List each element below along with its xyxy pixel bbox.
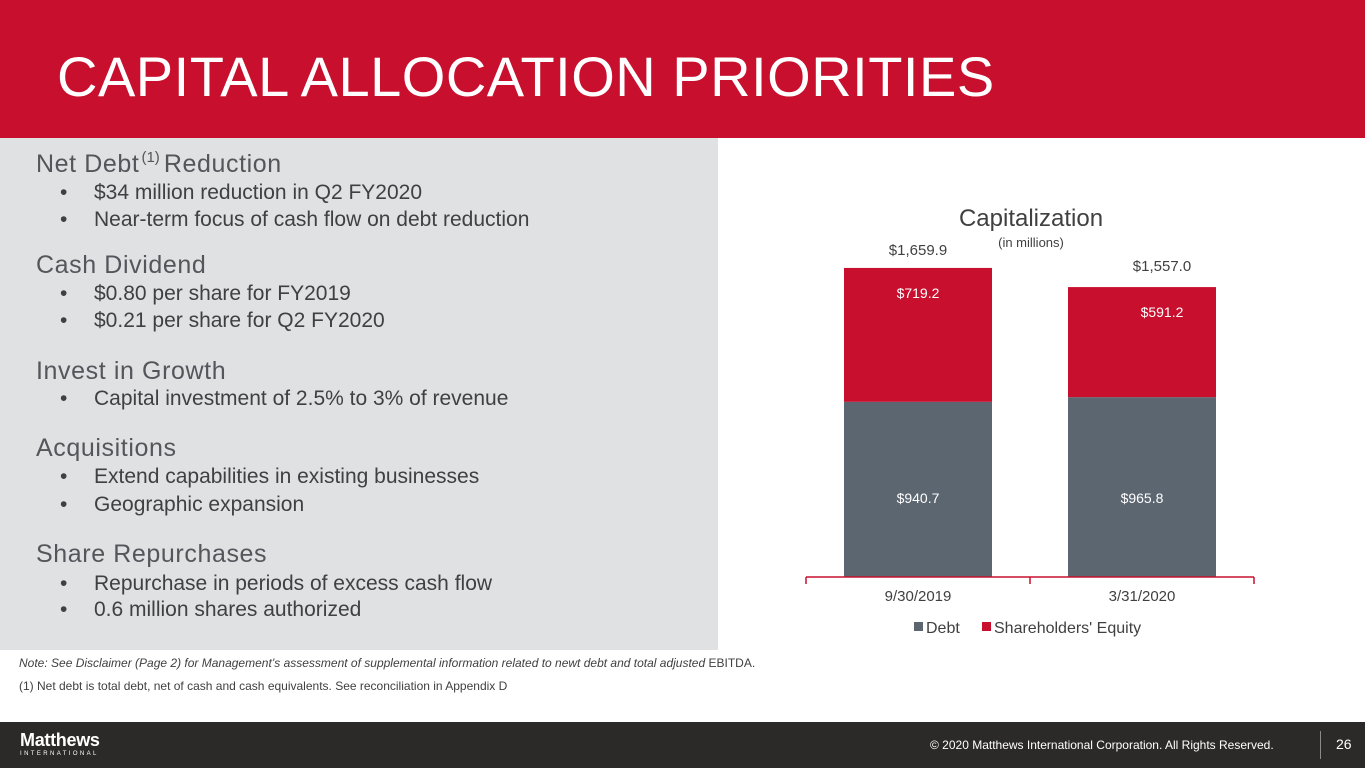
bullet-item: • $34 million reduction in Q2 FY2020 [60,181,422,205]
bullet-text: $0.21 per share for Q2 FY2020 [94,309,385,332]
bar-data-label: $940.7 [897,490,940,506]
bullet-text: Extend capabilities in existing business… [94,465,480,488]
note-plain: EBITDA. [708,656,756,670]
bullet-dot: • [60,208,68,231]
bar-segment-debt [844,401,992,577]
bar-segment-debt [1068,397,1216,577]
chart-title: Capitalization [959,205,1103,232]
heading-net-debt-text: Net Debt [36,150,140,178]
legend-label-debt: Debt [926,620,960,637]
disclaimer-note: Note: See Disclaimer (Page 2) for Manage… [19,656,755,670]
page-number: 26 [1336,736,1352,752]
header-bar: CAPITAL ALLOCATION PRIORITIES [0,0,1365,138]
heading-net-debt: Net Debt (1) Reduction [36,149,282,179]
bullet-dot: • [60,493,68,516]
bullet-item: • Extend capabilities in existing busines… [60,465,479,489]
footnote: (1) Net debt is total debt, net of cash … [19,679,508,693]
bar-data-label: $591.2 [1141,304,1184,320]
bullet-dot: • [60,598,68,621]
bullet-dot: • [60,387,68,410]
bullet-text: $34 million reduction in Q2 FY2020 [94,181,423,204]
bullet-item: • Repurchase in periods of excess cash fl… [60,572,492,596]
chart-legend: Debt Shareholders' Equity [914,620,1141,637]
bullet-item: • $0.21 per share for Q2 FY2020 [60,309,385,333]
capitalization-chart: Capitalization (in millions) $940.7 $719.… [805,205,1255,637]
bar-data-label: $719.2 [897,285,940,301]
x-tick-label: 3/31/2020 [1109,588,1176,605]
bullet-item: • 0.6 million shares authorized [60,598,361,622]
bullet-text: Near-term focus of cash flow on debt red… [94,208,530,231]
bar-segment-equity [1068,287,1216,398]
bullet-text: Geographic expansion [94,493,305,516]
bullet-item: • Geographic expansion [60,493,304,517]
chart-subtitle: (in millions) [998,235,1064,250]
footnote-marker: (1) [141,149,160,166]
page-title: CAPITAL ALLOCATION PRIORITIES [57,45,995,108]
bullet-text: Repurchase in periods of excess cash flo… [94,572,493,595]
bar-segment-equity [844,267,992,402]
heading-share-repurchases: Share Repurchases [36,540,268,568]
heading-acquisitions: Acquisitions [36,434,177,462]
priorities-panel [0,138,718,650]
legend-swatch-debt [914,622,923,631]
bullet-dot: • [60,572,68,595]
bullet-item: • $0.80 per share for FY2019 [60,282,351,306]
bullet-text: 0.6 million shares authorized [94,598,362,621]
bar-total-label: $1,557.0 [1133,258,1191,275]
legend-swatch-equity [982,622,991,631]
bullet-text: $0.80 per share for FY2019 [94,282,351,305]
heading-net-debt-suffix: Reduction [163,150,282,178]
bullet-item: • Near-term focus of cash flow on debt re… [60,208,529,232]
logo-subtext: INTERNATIONAL [20,751,99,757]
copyright-text: © 2020 Matthews International Corporatio… [930,738,1274,752]
company-logo[interactable]: Matthews INTERNATIONAL [20,730,100,757]
bar-total-label: $1,659.9 [889,242,947,259]
bullet-item: • Capital investment of 2.5% to 3% of rev… [60,387,508,411]
x-tick-label: 9/30/2019 [885,588,952,605]
legend-label-equity: Shareholders' Equity [994,620,1141,637]
bullet-dot: • [60,309,68,332]
heading-cash-dividend: Cash Dividend [36,251,207,279]
logo-wordmark: Matthews [20,730,100,750]
heading-invest-in-growth: Invest in Growth [36,357,227,385]
bullet-text: Capital investment of 2.5% to 3% of reve… [94,387,509,410]
footer-divider [1320,731,1321,759]
bullet-dot: • [60,282,68,305]
note-italic: Note: See Disclaimer (Page 2) for Manage… [19,656,706,670]
footer-bar: Matthews INTERNATIONAL © 2020 Matthews I… [0,722,1365,768]
bullet-dot: • [60,181,68,204]
bar-data-label: $965.8 [1121,490,1164,506]
bullet-dot: • [60,465,68,488]
